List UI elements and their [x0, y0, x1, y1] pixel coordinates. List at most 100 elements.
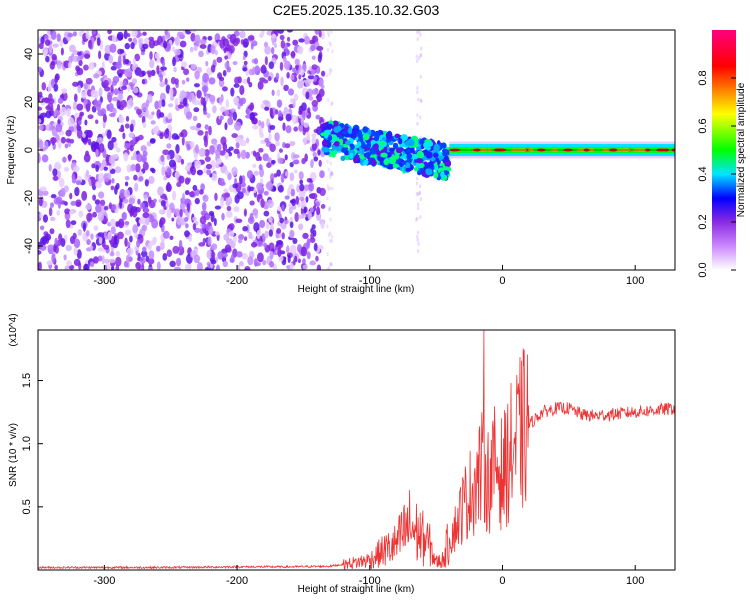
- spectrogram-cell: [277, 184, 284, 193]
- spectrogram-cell: [95, 119, 99, 124]
- spectrogram-cell: [52, 43, 59, 48]
- spectrogram-cell: [204, 138, 208, 148]
- spectrogram-cell: [267, 76, 272, 82]
- spectrogram-cell: [238, 98, 244, 107]
- spectrogram-cell: [405, 167, 412, 172]
- spectrogram-cell: [119, 188, 126, 199]
- spectrogram-cell: [163, 129, 170, 139]
- spectrogram-cell: [246, 224, 250, 234]
- spectrogram-cell: [125, 68, 133, 78]
- spectrogram-cell: [311, 192, 318, 200]
- spectrogram-cell: [128, 97, 134, 107]
- spectrogram-cell: [407, 138, 415, 147]
- spectrogram-cell: [113, 234, 118, 245]
- spectrogram-cell: [289, 221, 294, 229]
- spectrogram-cell: [182, 97, 188, 107]
- spectrogram-cell: [139, 202, 145, 210]
- spectrogram-cell: [373, 143, 379, 151]
- spectrogram-cell: [152, 126, 159, 135]
- spectrogram-cell: [129, 209, 135, 216]
- spectrogram-cell: [278, 255, 284, 262]
- spectrogram-x-tick-label: -100: [359, 275, 381, 287]
- spectrogram-cell: [127, 241, 131, 248]
- spectrogram-cell: [82, 133, 86, 138]
- spectrogram-cell: [406, 153, 413, 160]
- spectrogram-cell: [190, 32, 196, 42]
- spectrogram-cell: [277, 30, 285, 34]
- spectrogram-cell: [209, 145, 215, 155]
- spectrogram-cell: [270, 222, 274, 231]
- spectrogram-cell: [194, 144, 199, 154]
- spectrogram-cell: [259, 219, 266, 229]
- spectrogram-cell: [211, 243, 218, 251]
- spectrogram-cell: [329, 186, 332, 191]
- spectrogram-cell: [200, 183, 205, 191]
- spectrogram-cell: [253, 58, 259, 65]
- spectrogram-cell: [272, 186, 277, 192]
- spectrogram-cell: [326, 252, 329, 257]
- spectrogram-cell: [419, 197, 423, 202]
- spectrogram-x-tick-label: -300: [93, 275, 115, 287]
- spectrogram-cell: [194, 70, 200, 80]
- spectrogram-cell: [134, 182, 139, 192]
- spectrogram-cell: [416, 86, 419, 91]
- spectrogram-cell: [415, 234, 419, 239]
- spectrogram-cell: [327, 265, 331, 270]
- spectrogram-cell: [209, 94, 216, 103]
- spectrogram-cell: [441, 166, 450, 171]
- spectrogram-cell: [73, 238, 81, 249]
- spectrogram-cell: [383, 146, 388, 152]
- spectrogram-cell: [106, 92, 112, 102]
- spectrogram-cell: [47, 244, 54, 249]
- spectrogram-cell: [109, 252, 115, 257]
- spectrogram-cell: [311, 64, 318, 70]
- spectrogram-cell: [291, 67, 296, 73]
- spectrogram-cell: [286, 245, 290, 254]
- spectrogram-cell: [49, 216, 56, 222]
- spectrogram-cell: [42, 190, 49, 196]
- spectrogram-cell: [231, 133, 238, 139]
- spectrogram-cell: [289, 140, 296, 146]
- spectrogram-cell: [307, 107, 311, 114]
- spectrogram-cell: [416, 206, 420, 211]
- spectrogram-cell: [64, 265, 69, 270]
- spectrogram-cell: [238, 233, 245, 241]
- spectrogram-cell: [330, 171, 334, 176]
- spectrogram-cell: [295, 195, 300, 205]
- spectrogram-cell: [279, 34, 285, 41]
- spectrogram-y-tick-label: 40: [23, 48, 35, 60]
- spectrogram-cell: [313, 156, 319, 162]
- spectrogram-cell: [235, 137, 242, 143]
- snr-frame: [37, 329, 676, 571]
- spectrogram-cell: [329, 217, 332, 222]
- spectrogram-cell: [290, 74, 295, 81]
- spectrogram-cell: [137, 198, 141, 205]
- spectrogram-cell: [268, 229, 273, 237]
- spectrogram-cell: [316, 264, 322, 270]
- spectrogram-cell: [108, 165, 112, 171]
- spectrogram-cell: [85, 230, 90, 237]
- spectrogram-cell: [289, 172, 295, 182]
- spectrogram-cell: [123, 30, 128, 40]
- spectrogram-cell: [65, 129, 72, 137]
- spectrogram-cell: [158, 209, 164, 215]
- spectrogram-cell: [54, 264, 58, 270]
- spectrogram-cell: [331, 186, 334, 191]
- spectrogram-cell: [238, 261, 244, 267]
- spectrogram-cell: [226, 210, 233, 218]
- spectrogram-cell: [299, 183, 305, 192]
- spectrogram-cell: [216, 56, 223, 63]
- spectrogram-cell: [292, 154, 300, 159]
- spectrogram-cell: [307, 75, 315, 80]
- spectrogram-cell: [115, 147, 121, 153]
- spectrogram-cell: [38, 124, 44, 131]
- spectrogram-cell: [56, 33, 61, 42]
- spectrogram-cell: [299, 179, 304, 185]
- spectrogram-cell: [178, 239, 183, 250]
- spectrogram-cell: [247, 76, 251, 85]
- spectrogram-cell: [157, 186, 164, 196]
- spectrogram-cell: [263, 210, 270, 217]
- spectrogram-cell: [416, 30, 419, 35]
- spectrogram-cell: [299, 196, 305, 201]
- spectrogram-cell: [176, 31, 184, 38]
